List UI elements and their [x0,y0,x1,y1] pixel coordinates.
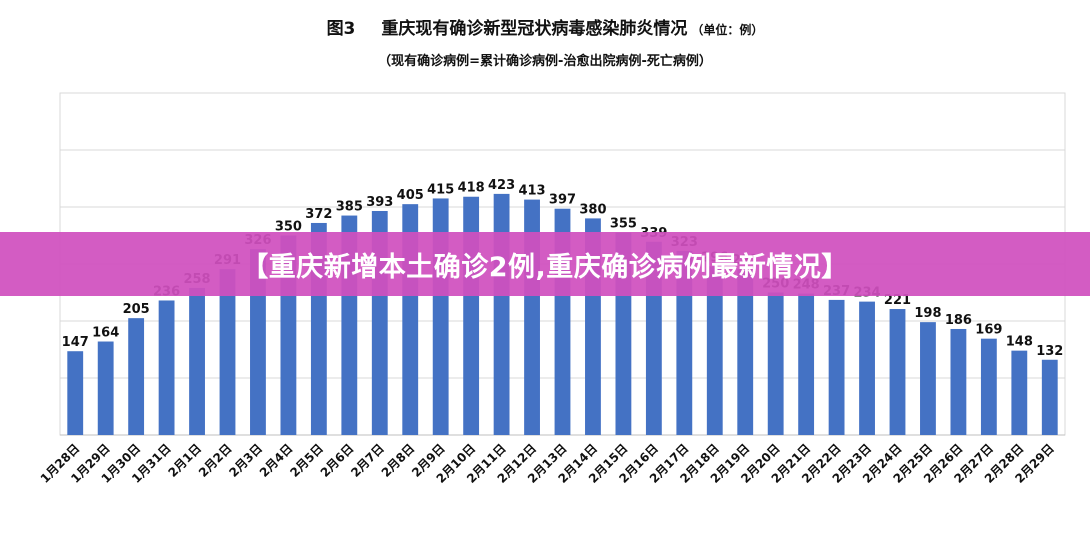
bar [920,322,936,435]
x-tick-labels: 1月28日1月29日1月30日1月31日2月1日2月2日2月3日2月4日2月5日… [38,441,1057,486]
bar [889,309,906,435]
title-text: 重庆现有确诊新型冠状病毒感染肺炎情况 [381,19,688,39]
headline-banner[interactable]: 【重庆新增本土确诊2例,重庆确诊病例最新情况】 [0,232,1090,296]
data-label: 169 [975,323,1002,338]
bar [828,299,845,435]
bars [67,193,1058,435]
bar [767,292,784,435]
data-label: 413 [518,184,545,199]
data-label: 148 [1006,335,1033,350]
x-tick-label: 2月6日 [318,441,357,480]
chart-subtitle: （现有确诊病例=累计确诊病例-治愈出院病例-死亡病例） [378,54,712,69]
bar [189,287,205,435]
data-label: 350 [275,220,302,235]
bar [1011,350,1028,435]
chart-title: 图3 重庆现有确诊新型冠状病毒感染肺炎情况 （单位：例） [0,14,1090,39]
x-tick-label: 2月2日 [196,441,235,480]
banner-text[interactable]: 【重庆新增本土确诊2例,重庆确诊病例最新情况】 [241,251,849,283]
bar [493,193,510,435]
data-label: 393 [366,195,393,210]
data-label: 372 [305,207,332,222]
bar [737,269,754,435]
title-block: 图3 重庆现有确诊新型冠状病毒感染肺炎情况 （单位：例） （现有确诊病例=累计确诊病… [0,0,1090,80]
data-label: 198 [914,306,941,321]
data-label: 418 [458,181,485,196]
bar [97,341,114,435]
data-label: 405 [397,188,424,203]
bar [950,328,967,435]
data-label: 415 [427,182,454,197]
bar [67,351,84,435]
bar [706,266,723,435]
figure-label: 图3 [326,19,356,39]
bar [1041,359,1058,435]
bar [859,301,875,435]
bar [676,250,693,435]
data-label: 397 [549,193,576,208]
data-label: 186 [945,313,972,328]
data-label: 164 [92,326,119,341]
bar [158,300,175,435]
bar [798,293,815,435]
data-label: 205 [123,302,150,317]
x-tick-label: 2月7日 [348,441,387,480]
x-tick-label: 2月4日 [257,441,296,480]
x-tick-label: 2月8日 [379,441,418,480]
bar [219,269,236,435]
bar [128,318,145,435]
data-label: 147 [62,335,89,350]
unit-label: （单位：例） [691,23,764,37]
data-label: 132 [1036,344,1063,359]
bar [980,338,997,435]
data-label: 221 [884,293,911,308]
x-tick-label: 2月5日 [287,441,326,480]
x-tick-label: 2月3日 [226,441,265,480]
data-label: 385 [336,200,363,215]
data-label: 380 [579,202,606,217]
data-label: 423 [488,178,515,193]
data-label: 355 [610,217,637,232]
x-tick-label: 2月1日 [165,441,204,480]
